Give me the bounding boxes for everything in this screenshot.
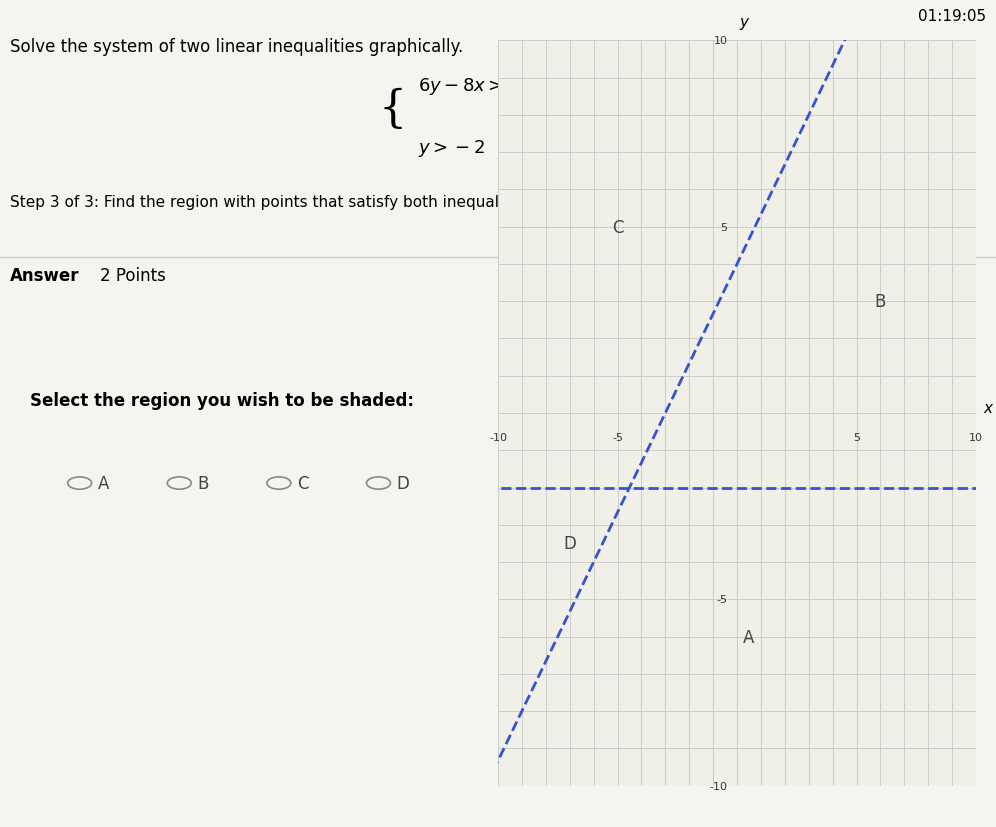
Text: $6y - 8x > 24$: $6y - 8x > 24$ [418, 75, 531, 97]
Text: B: B [874, 293, 886, 311]
Text: Keyboard Short: Keyboard Short [837, 314, 933, 327]
Text: Step 3 of 3: Find the region with points that satisfy both inequalities.: Step 3 of 3: Find the region with points… [10, 195, 536, 210]
Text: 2 Points: 2 Points [100, 267, 165, 285]
Text: ■ Keyp: ■ Keyp [876, 289, 922, 302]
Text: Select the region you wish to be shaded:: Select the region you wish to be shaded: [30, 391, 414, 409]
Text: 5: 5 [853, 432, 861, 442]
Text: -10: -10 [709, 781, 727, 791]
Text: {: { [378, 88, 406, 131]
Text: Solve the system of two linear inequalities graphically.: Solve the system of two linear inequalit… [10, 38, 463, 55]
Text: -10: -10 [489, 432, 507, 442]
Text: -5: -5 [716, 595, 727, 605]
Text: C: C [612, 218, 623, 237]
Text: $y > -2$: $y > -2$ [418, 138, 485, 160]
Text: C: C [297, 475, 309, 492]
Text: x: x [983, 400, 993, 415]
Text: 10: 10 [713, 36, 727, 46]
Text: A: A [98, 475, 109, 492]
Text: 10: 10 [969, 432, 983, 442]
Text: Answer: Answer [10, 267, 80, 285]
Text: A: A [743, 628, 755, 646]
Text: 5: 5 [720, 222, 727, 232]
Text: 01:19:05: 01:19:05 [918, 9, 986, 25]
Text: D: D [564, 535, 576, 552]
Text: -5: -5 [612, 432, 623, 442]
Text: B: B [197, 475, 208, 492]
Text: y: y [740, 15, 749, 31]
Text: D: D [396, 475, 409, 492]
